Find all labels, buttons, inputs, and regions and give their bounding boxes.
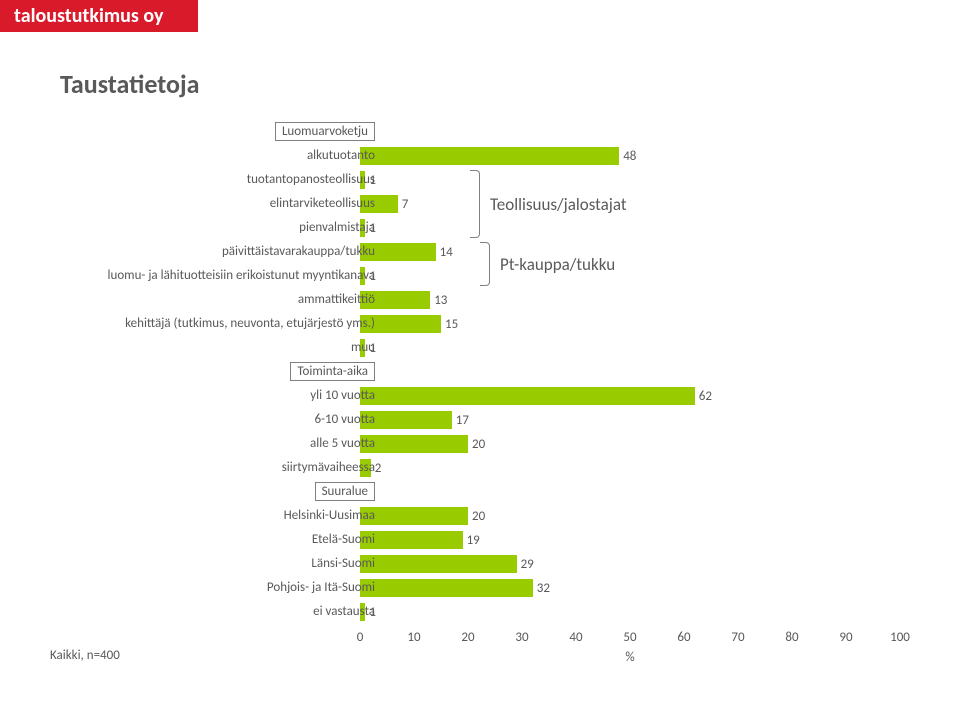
x-tick: 60 (677, 630, 690, 645)
bar-label: kehittäjä (tutkimus, neuvonta, etujärjes… (125, 312, 375, 336)
bar-label: yli 10 vuotta (310, 384, 375, 408)
x-tick: 0 (357, 630, 364, 645)
bar (360, 507, 468, 525)
x-tick: 20 (461, 630, 474, 645)
bar (360, 555, 517, 573)
bar-label: Länsi-Suomi (311, 552, 375, 576)
x-axis-title: % (625, 650, 634, 665)
bar-label: siirtymävaiheessa (282, 456, 375, 480)
bar-value: 32 (537, 581, 550, 596)
bar-value: 48 (623, 149, 636, 164)
bar-row: 17 (360, 411, 469, 429)
bar-row: 19 (360, 531, 480, 549)
bar-value: 20 (472, 509, 485, 524)
section-label: Suuralue (315, 480, 375, 504)
bar (360, 387, 695, 405)
bar-value: 17 (456, 413, 469, 428)
bar-label: alkutuotanto (307, 144, 375, 168)
brace (480, 242, 490, 286)
bar-label: ammattikeittiö (298, 288, 375, 312)
bar (360, 147, 619, 165)
bar-row: 20 (360, 435, 485, 453)
bar-value: 13 (434, 293, 447, 308)
bar-row: 62 (360, 387, 712, 405)
bar-row: 32 (360, 579, 550, 597)
plot-area: 48171141131516217202201929321 (360, 120, 900, 630)
bar-label: ei vastausta (313, 600, 375, 624)
x-tick: 10 (407, 630, 420, 645)
x-tick: 80 (785, 630, 798, 645)
bar (360, 531, 463, 549)
bar-label: elintarviketeollisuus (270, 192, 375, 216)
bar-label: päivittäistavarakauppa/tukku (222, 240, 375, 264)
bar-label: Etelä-Suomi (312, 528, 375, 552)
annotation-label: Pt-kauppa/tukku (500, 254, 615, 275)
x-axis: % 0102030405060708090100 (360, 630, 900, 670)
company-logo: taloustutkimus oy (0, 0, 198, 32)
bar-label: tuotantopanosteollisuus (247, 168, 375, 192)
x-tick: 100 (890, 630, 910, 645)
bar-value: 19 (467, 533, 480, 548)
section-label: Luomuarvoketju (275, 120, 375, 144)
footer-note: Kaikki, n=400 (50, 648, 120, 663)
x-tick: 90 (839, 630, 852, 645)
bar (360, 579, 533, 597)
bar-value: 7 (402, 197, 409, 212)
bar-row: 20 (360, 507, 485, 525)
bar-row: 29 (360, 555, 534, 573)
bar-value: 2 (375, 461, 382, 476)
bar-label: pienvalmistaja (299, 216, 375, 240)
bar-value: 29 (521, 557, 534, 572)
annotation-label: Teollisuus/jalostajat (490, 194, 627, 215)
page-title: Taustatietoja (60, 68, 199, 100)
bar-value: 62 (699, 389, 712, 404)
bar-value: 14 (440, 245, 453, 260)
bar-label: muu (351, 336, 375, 360)
bar-value: 15 (445, 317, 458, 332)
bar-label: luomu- ja lähituotteisiin erikoistunut m… (108, 264, 375, 288)
section-label: Toiminta-aika (290, 360, 375, 384)
bar-label: alle 5 vuotta (310, 432, 375, 456)
x-tick: 50 (623, 630, 636, 645)
bar-label: Pohjois- ja Itä-Suomi (267, 576, 375, 600)
bar-label: Helsinki-Uusimaa (284, 504, 375, 528)
chart-container: 48171141131516217202201929321 Luomuarvok… (50, 120, 920, 680)
x-tick: 70 (731, 630, 744, 645)
brace (470, 170, 480, 238)
bar-row: 48 (360, 147, 636, 165)
x-tick: 30 (515, 630, 528, 645)
bar-value: 20 (472, 437, 485, 452)
x-tick: 40 (569, 630, 582, 645)
bar (360, 435, 468, 453)
bar-label: 6-10 vuotta (314, 408, 375, 432)
